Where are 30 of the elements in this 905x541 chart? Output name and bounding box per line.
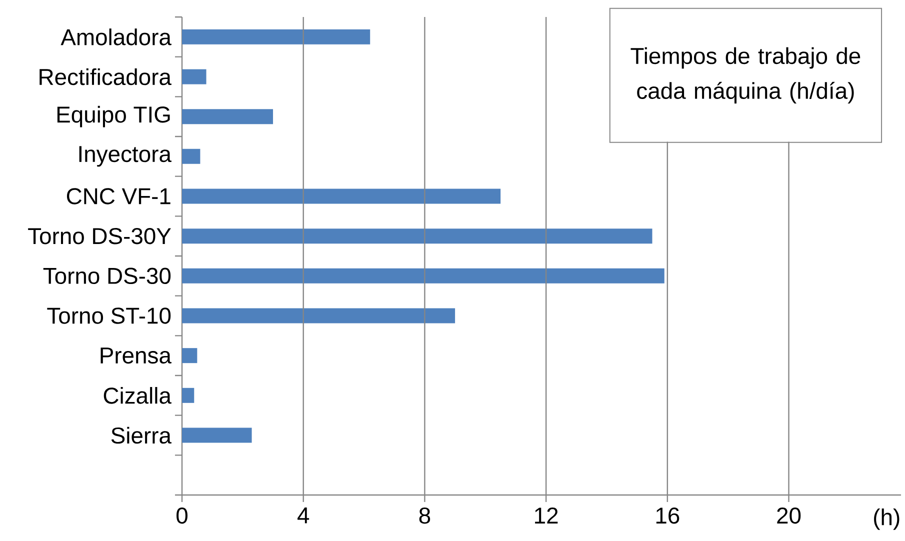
x-tick-label: 20 xyxy=(777,508,801,524)
y-tick-label: Rectificadora xyxy=(40,68,172,86)
bar xyxy=(182,29,370,44)
y-tick-label: CNC VF-1 xyxy=(66,188,170,204)
bar xyxy=(182,348,198,364)
bar xyxy=(182,109,274,124)
y-tick-label: Cizalla xyxy=(104,386,172,404)
bar xyxy=(182,388,194,403)
bar xyxy=(182,428,252,443)
x-axis-title: (h) xyxy=(874,508,900,530)
x-tick-label: 12 xyxy=(535,508,558,524)
bar xyxy=(182,188,501,204)
y-tick-label: Torno DS-30Y xyxy=(28,228,171,244)
x-tick-label: 0 xyxy=(176,508,188,524)
bar xyxy=(182,69,206,84)
y-tick-label: Inyectora xyxy=(79,146,172,167)
bar xyxy=(182,268,664,284)
x-tick-label: 4 xyxy=(298,508,310,524)
x-tick-label: 8 xyxy=(419,508,430,524)
y-tick-label: Torno ST-10 xyxy=(47,308,171,324)
x-tick-label: 16 xyxy=(656,508,680,524)
y-tick-label: Prensa xyxy=(100,348,172,364)
bar xyxy=(182,148,200,164)
bar xyxy=(182,308,456,324)
y-tick-label: Torno DS-30 xyxy=(43,268,171,284)
text: Tiempos de trabajo de cada máquina (h/día) xyxy=(630,47,860,104)
bar xyxy=(182,228,652,244)
y-tick-label: Amoladora xyxy=(60,28,172,46)
y-tick-label: Sierra xyxy=(111,426,172,444)
y-tick-label: Equipo TIG xyxy=(57,106,170,128)
